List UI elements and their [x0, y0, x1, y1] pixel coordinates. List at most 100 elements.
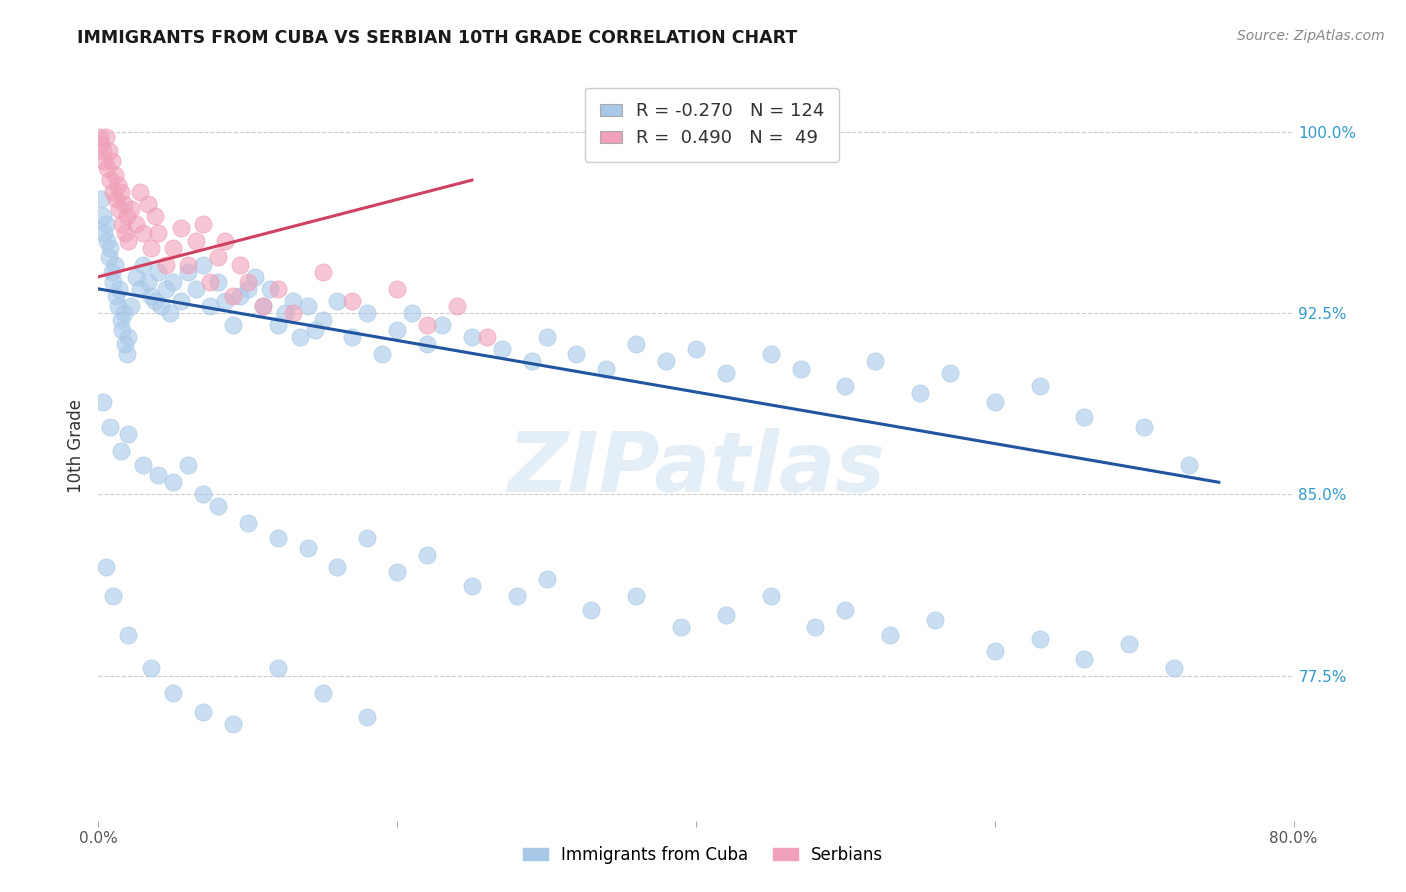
Point — [125, 217, 148, 231]
Point — [132, 227, 155, 241]
Point — [520, 354, 543, 368]
Point — [207, 275, 229, 289]
Point — [117, 330, 139, 344]
Point — [115, 210, 138, 224]
Point — [304, 323, 326, 337]
Point — [626, 589, 648, 603]
Point — [114, 227, 136, 241]
Point — [159, 306, 181, 320]
Point — [91, 144, 114, 158]
Point — [385, 323, 409, 337]
Point — [311, 313, 333, 327]
Point — [385, 282, 409, 296]
Point — [169, 293, 191, 308]
Point — [267, 531, 290, 545]
Point — [200, 275, 222, 289]
Point — [94, 129, 117, 144]
Point — [222, 717, 245, 731]
Point — [491, 343, 513, 357]
Point — [865, 354, 887, 368]
Point — [430, 318, 453, 333]
Point — [169, 221, 191, 235]
Point — [139, 289, 162, 303]
Point — [446, 299, 468, 313]
Point — [98, 173, 122, 187]
Point — [97, 144, 120, 158]
Point — [148, 468, 170, 483]
Point — [267, 661, 290, 675]
Point — [110, 313, 132, 327]
Point — [461, 330, 484, 344]
Point — [207, 500, 229, 514]
Point — [252, 299, 274, 313]
Point — [416, 548, 439, 562]
Point — [177, 265, 200, 279]
Point — [1073, 651, 1095, 665]
Point — [834, 603, 856, 617]
Point — [91, 210, 114, 224]
Point — [714, 608, 737, 623]
Point — [184, 282, 207, 296]
Point — [103, 185, 125, 199]
Point — [536, 330, 558, 344]
Point — [89, 129, 111, 144]
Point — [565, 347, 588, 361]
Point — [139, 241, 162, 255]
Point — [150, 299, 173, 313]
Point — [105, 193, 128, 207]
Point — [1028, 378, 1050, 392]
Point — [1028, 632, 1050, 647]
Point — [191, 487, 214, 501]
Point — [200, 299, 222, 313]
Point — [245, 269, 267, 284]
Point — [879, 627, 901, 641]
Point — [108, 202, 131, 216]
Point — [416, 318, 439, 333]
Point — [143, 210, 166, 224]
Point — [162, 275, 184, 289]
Point — [297, 299, 319, 313]
Point — [155, 258, 177, 272]
Point — [274, 306, 297, 320]
Point — [759, 589, 782, 603]
Point — [236, 282, 259, 296]
Point — [110, 443, 132, 458]
Point — [1163, 661, 1185, 675]
Point — [939, 367, 962, 381]
Point — [252, 299, 274, 313]
Point — [536, 572, 558, 586]
Point — [148, 227, 170, 241]
Point — [98, 241, 122, 255]
Point — [371, 347, 394, 361]
Point — [110, 185, 132, 199]
Point — [111, 217, 134, 231]
Point — [908, 385, 931, 400]
Point — [136, 197, 159, 211]
Legend: R = -0.270   N = 124, R =  0.490   N =  49: R = -0.270 N = 124, R = 0.490 N = 49 — [585, 88, 839, 161]
Point — [461, 579, 484, 593]
Point — [669, 620, 692, 634]
Point — [267, 318, 290, 333]
Point — [184, 234, 207, 248]
Point — [222, 289, 245, 303]
Point — [129, 282, 152, 296]
Point — [1133, 419, 1156, 434]
Point — [401, 306, 423, 320]
Point — [90, 193, 112, 207]
Point — [207, 251, 229, 265]
Point — [93, 153, 115, 168]
Text: ZIPatlas: ZIPatlas — [508, 428, 884, 509]
Point — [236, 516, 259, 531]
Point — [804, 620, 827, 634]
Point — [97, 251, 120, 265]
Point — [342, 330, 364, 344]
Point — [107, 299, 129, 313]
Point — [789, 361, 811, 376]
Point — [105, 289, 128, 303]
Point — [259, 282, 281, 296]
Point — [94, 217, 117, 231]
Point — [229, 289, 252, 303]
Point — [984, 644, 1007, 658]
Point — [114, 337, 136, 351]
Point — [1073, 409, 1095, 424]
